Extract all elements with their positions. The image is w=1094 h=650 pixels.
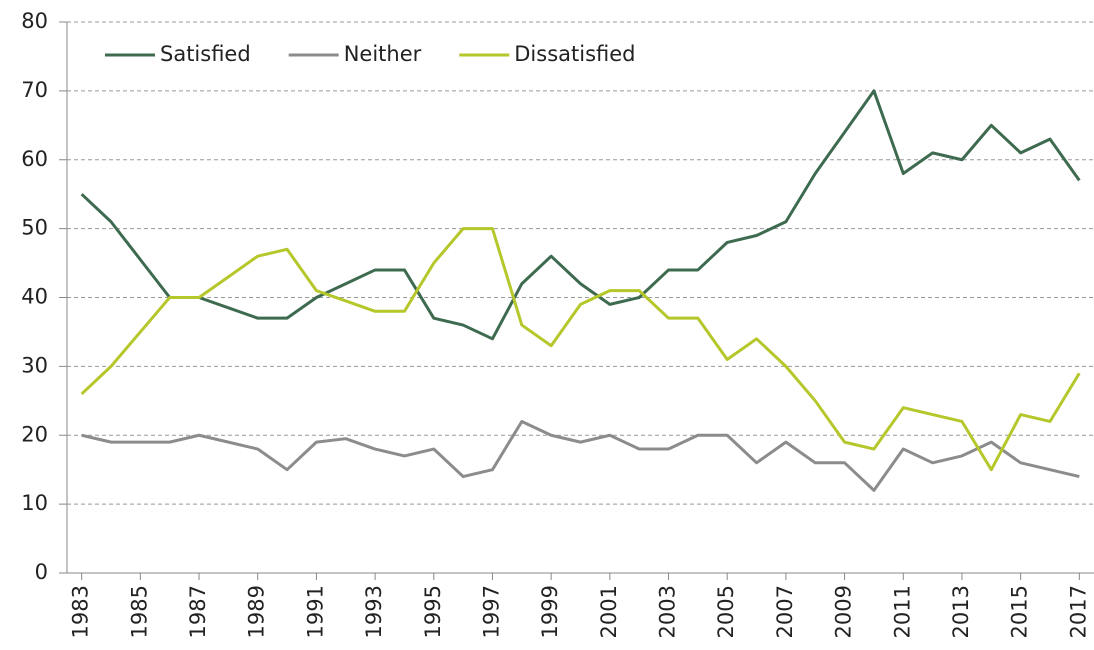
x-tick-label: 2009 bbox=[832, 585, 856, 638]
y-tick-label: 60 bbox=[21, 147, 48, 171]
x-tick-label: 1987 bbox=[186, 585, 210, 638]
x-tick-label: 2007 bbox=[773, 585, 797, 638]
x-tick-label: 1993 bbox=[362, 585, 386, 638]
y-tick-label: 70 bbox=[21, 78, 48, 102]
y-tick-label: 0 bbox=[35, 560, 48, 584]
x-tick-label: 1995 bbox=[421, 585, 445, 638]
legend-label: Dissatisfied bbox=[514, 42, 635, 66]
y-tick-label: 20 bbox=[21, 422, 48, 446]
legend-label: Satisfied bbox=[160, 42, 251, 66]
series-line bbox=[80, 89, 1081, 341]
x-tick-label: 1991 bbox=[303, 585, 327, 638]
series-line bbox=[80, 227, 1081, 472]
y-tick-label: 80 bbox=[21, 9, 48, 33]
y-tick-label: 50 bbox=[21, 216, 48, 240]
x-tick-label: 2011 bbox=[890, 585, 914, 638]
x-tick-label: 1989 bbox=[245, 585, 269, 638]
x-tick-label: 1997 bbox=[479, 585, 503, 638]
y-tick-label: 40 bbox=[21, 285, 48, 309]
y-tick-label: 10 bbox=[21, 491, 48, 515]
x-tick-label: 2005 bbox=[714, 585, 738, 638]
x-tick-label: 2013 bbox=[949, 585, 973, 638]
x-tick-label: 2001 bbox=[597, 585, 621, 638]
x-tick-label: 2017 bbox=[1066, 585, 1090, 638]
legend-label: Neither bbox=[344, 42, 422, 66]
x-tick-label: 1999 bbox=[538, 585, 562, 638]
x-tick-label: 1983 bbox=[69, 585, 93, 638]
x-tick-label: 1985 bbox=[127, 585, 151, 638]
x-tick-label: 2003 bbox=[656, 585, 680, 638]
y-tick-label: 30 bbox=[21, 353, 48, 377]
x-tick-label: 2015 bbox=[1008, 585, 1032, 638]
series-line bbox=[81, 419, 1080, 492]
